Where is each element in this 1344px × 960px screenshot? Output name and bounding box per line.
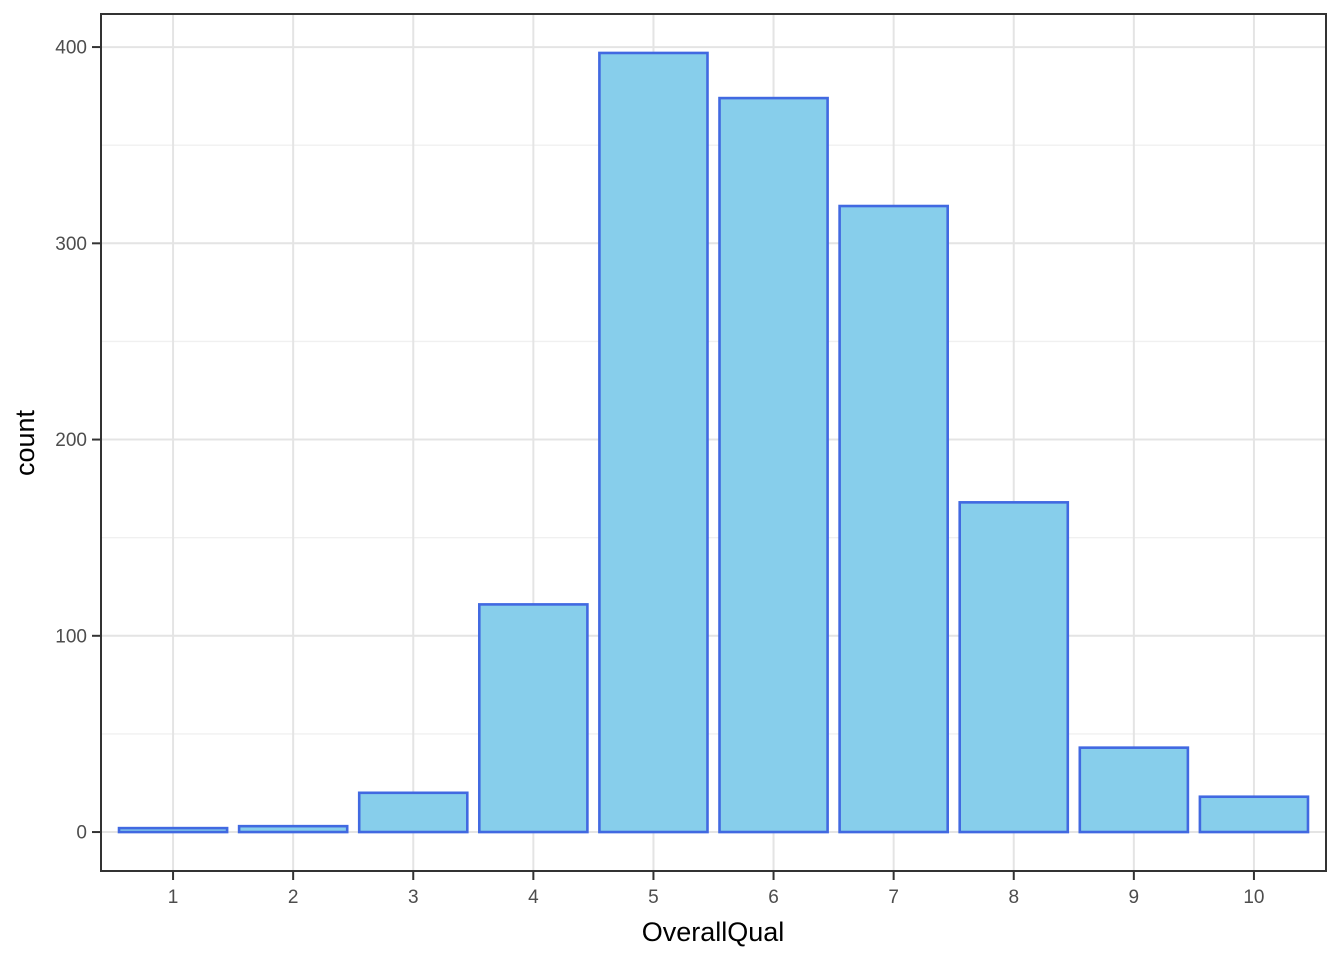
plot-panel (101, 14, 1326, 871)
y-tick-label: 100 (55, 626, 87, 647)
histogram-bar (357, 791, 469, 834)
histogram-bar (838, 204, 949, 834)
y-tick-label: 0 (76, 823, 87, 844)
x-tick-label: 5 (648, 887, 659, 908)
histogram-bar (958, 501, 1070, 834)
y-tick-label: 400 (55, 38, 87, 59)
histogram-bar (478, 603, 589, 834)
x-tick-label: 10 (1243, 887, 1264, 908)
y-tick-label: 200 (55, 430, 87, 451)
histogram-bar (718, 96, 829, 834)
x-tick-label: 2 (288, 887, 299, 908)
histogram-bar (1078, 746, 1190, 834)
y-tick-label: 300 (55, 234, 87, 255)
histogram-bar (598, 51, 709, 834)
x-tick-label: 9 (1129, 887, 1140, 908)
x-tick-label: 8 (1008, 887, 1019, 908)
histogram-bar (237, 824, 349, 834)
panel-border (100, 13, 1327, 872)
x-tick-label: 1 (168, 887, 179, 908)
x-tick-label: 7 (888, 887, 899, 908)
y-axis-title: count (10, 409, 40, 476)
x-tick-label: 3 (408, 887, 419, 908)
histogram-bar (1198, 795, 1310, 834)
x-tick-label: 4 (528, 887, 539, 908)
x-tick-label: 6 (768, 887, 779, 908)
histogram-bar (117, 826, 229, 834)
x-axis-title: OverallQual (642, 917, 785, 947)
